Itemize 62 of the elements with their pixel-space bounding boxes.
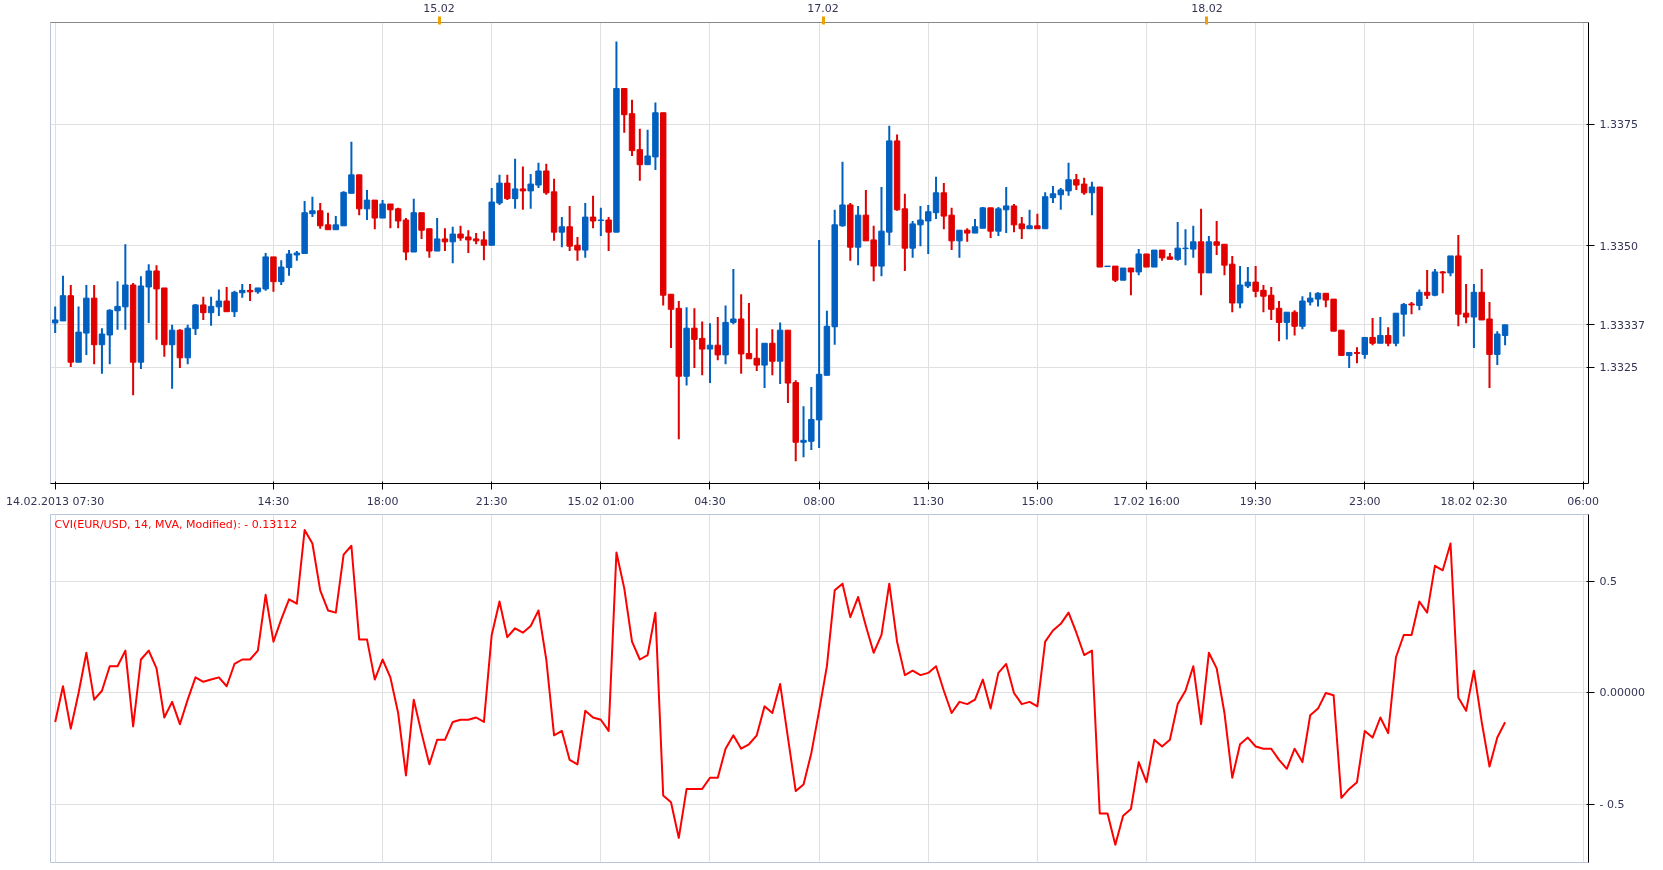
candlestick	[1283, 311, 1291, 341]
candlestick	[1127, 267, 1135, 297]
candlestick	[1361, 336, 1369, 360]
x-tick-label: 08:00	[803, 494, 835, 508]
candlestick	[558, 216, 566, 249]
candlestick	[1369, 317, 1376, 347]
candlestick	[441, 227, 449, 253]
candlestick	[449, 225, 456, 265]
candlestick	[706, 322, 714, 385]
text: 17.02	[807, 1, 839, 15]
text: 15.02	[423, 1, 455, 15]
y-tick-label: 1.3375	[1599, 118, 1638, 132]
candlestick	[504, 173, 511, 202]
text: 18.02	[1191, 1, 1223, 15]
candlestick	[200, 295, 207, 321]
chart-title: CVI(EUR/USD, 14, MVA, Modified): - 0.13112	[54, 517, 298, 531]
candlestick	[1026, 208, 1033, 230]
candlestick	[589, 194, 597, 230]
y-tick-label: 0.00000	[1599, 686, 1645, 700]
candlestick	[956, 229, 963, 259]
x-tick-label: 11:30	[912, 494, 945, 508]
x-tick-label: 04:30	[694, 494, 726, 508]
candlestick	[714, 316, 721, 362]
candlestick	[1431, 268, 1439, 298]
x-tick-label: 14.02.2013 07:30	[6, 494, 105, 508]
candlestick	[433, 217, 441, 253]
y-tick-label: 1.3325	[1599, 361, 1638, 375]
candlestick	[511, 157, 519, 210]
candlestick	[1416, 288, 1423, 312]
candlestick	[519, 165, 527, 211]
x-tick-label: 21:30	[475, 494, 508, 508]
y-tick-label: - 0.5	[1599, 798, 1625, 811]
y-tick-label: 1.3350	[1599, 239, 1638, 253]
y-tick-label: 0.5	[1599, 574, 1617, 588]
candlestick	[223, 285, 230, 313]
x-tick-label: 15.02 01:00	[567, 494, 635, 508]
x-tick-label: 18.02 02:30	[1440, 494, 1508, 508]
candlestick	[168, 323, 176, 390]
candlestick	[371, 199, 379, 231]
x-tick-label: 15:00	[1021, 494, 1054, 508]
candlestick	[769, 328, 776, 377]
candlestick	[480, 230, 488, 262]
x-tick-label: 17.02 16:00	[1113, 494, 1180, 508]
x-tick-label: 14:30	[257, 494, 290, 508]
candlestick	[987, 206, 994, 239]
candlestick	[1088, 180, 1096, 217]
candlestick	[1291, 309, 1298, 337]
candlestick	[1377, 316, 1384, 345]
candlestick	[761, 342, 768, 389]
x-tick-label: 19:30	[1239, 494, 1272, 508]
x-tick-label: 06:00	[1567, 494, 1599, 508]
x-tick-label: 23:00	[1348, 494, 1381, 508]
candlestick	[1384, 326, 1392, 348]
line-series	[54, 529, 1507, 846]
candlestick	[605, 216, 612, 253]
x-tick-label: 18:00	[366, 494, 399, 508]
candlestick	[597, 206, 605, 238]
y-tick-label: 1.33337	[1599, 318, 1645, 332]
candlestick	[1423, 268, 1431, 301]
candlestick	[1447, 254, 1454, 278]
candlestick	[1135, 248, 1142, 277]
candlestick	[363, 188, 371, 221]
